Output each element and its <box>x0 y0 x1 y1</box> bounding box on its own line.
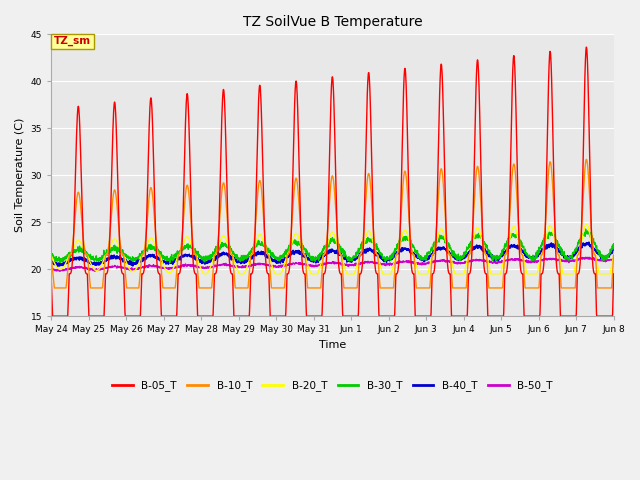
B-40_T <box>336 252 344 258</box>
B-30_T <box>524 252 531 258</box>
B-30_T <box>80 249 88 254</box>
B-40_T <box>81 257 88 263</box>
B-50_T <box>47 266 55 272</box>
B-05_T <box>524 313 531 319</box>
B-20_T <box>201 271 209 277</box>
B-30_T <box>591 241 598 247</box>
B-20_T <box>591 251 598 257</box>
B-40_T <box>585 240 593 245</box>
B-10_T <box>336 251 344 256</box>
B-20_T <box>417 271 424 277</box>
B-50_T <box>417 261 424 267</box>
B-30_T <box>417 253 424 259</box>
B-20_T <box>80 248 88 253</box>
B-30_T <box>400 234 408 240</box>
B-05_T <box>582 44 590 50</box>
B-10_T <box>610 252 618 258</box>
B-20_T <box>524 271 531 277</box>
B-10_T <box>591 252 598 257</box>
B-05_T <box>610 271 618 277</box>
Line: B-30_T: B-30_T <box>51 229 614 263</box>
B-50_T <box>81 265 88 271</box>
B-05_T <box>336 270 344 276</box>
B-20_T <box>582 221 590 227</box>
B-10_T <box>51 285 58 291</box>
B-10_T <box>417 285 424 291</box>
B-10_T <box>524 285 531 291</box>
B-50_T <box>336 261 344 266</box>
B-30_T <box>166 260 173 265</box>
B-50_T <box>610 257 618 263</box>
B-40_T <box>524 253 531 259</box>
B-30_T <box>582 226 589 232</box>
B-20_T <box>336 251 344 256</box>
B-10_T <box>400 175 408 181</box>
Y-axis label: Soil Temperature (C): Soil Temperature (C) <box>15 118 25 232</box>
Line: B-05_T: B-05_T <box>51 47 614 316</box>
B-50_T <box>400 259 408 264</box>
B-05_T <box>591 271 598 276</box>
B-30_T <box>336 244 344 250</box>
B-50_T <box>591 256 598 262</box>
B-40_T <box>400 245 408 251</box>
B-40_T <box>54 264 61 269</box>
B-40_T <box>610 246 618 252</box>
Line: B-40_T: B-40_T <box>51 242 614 266</box>
Title: TZ SoilVue B Temperature: TZ SoilVue B Temperature <box>243 15 422 29</box>
B-50_T <box>56 268 63 274</box>
B-05_T <box>47 271 55 277</box>
Line: B-20_T: B-20_T <box>51 224 614 274</box>
B-10_T <box>582 156 590 162</box>
B-30_T <box>47 252 55 257</box>
B-10_T <box>81 244 88 250</box>
B-20_T <box>47 252 55 258</box>
B-05_T <box>81 261 88 266</box>
B-40_T <box>417 255 424 261</box>
Line: B-50_T: B-50_T <box>51 257 614 271</box>
B-05_T <box>49 313 56 319</box>
X-axis label: Time: Time <box>319 340 346 350</box>
Line: B-10_T: B-10_T <box>51 159 614 288</box>
B-40_T <box>47 261 55 266</box>
B-40_T <box>591 248 598 253</box>
B-50_T <box>524 258 531 264</box>
B-10_T <box>47 252 55 258</box>
B-20_T <box>610 252 618 258</box>
Legend: B-05_T, B-10_T, B-20_T, B-30_T, B-40_T, B-50_T: B-05_T, B-10_T, B-20_T, B-30_T, B-40_T, … <box>108 376 557 396</box>
B-20_T <box>400 228 408 234</box>
B-05_T <box>417 313 424 319</box>
B-05_T <box>400 87 408 93</box>
Text: TZ_sm: TZ_sm <box>54 36 91 47</box>
B-30_T <box>610 241 618 247</box>
B-50_T <box>582 254 589 260</box>
